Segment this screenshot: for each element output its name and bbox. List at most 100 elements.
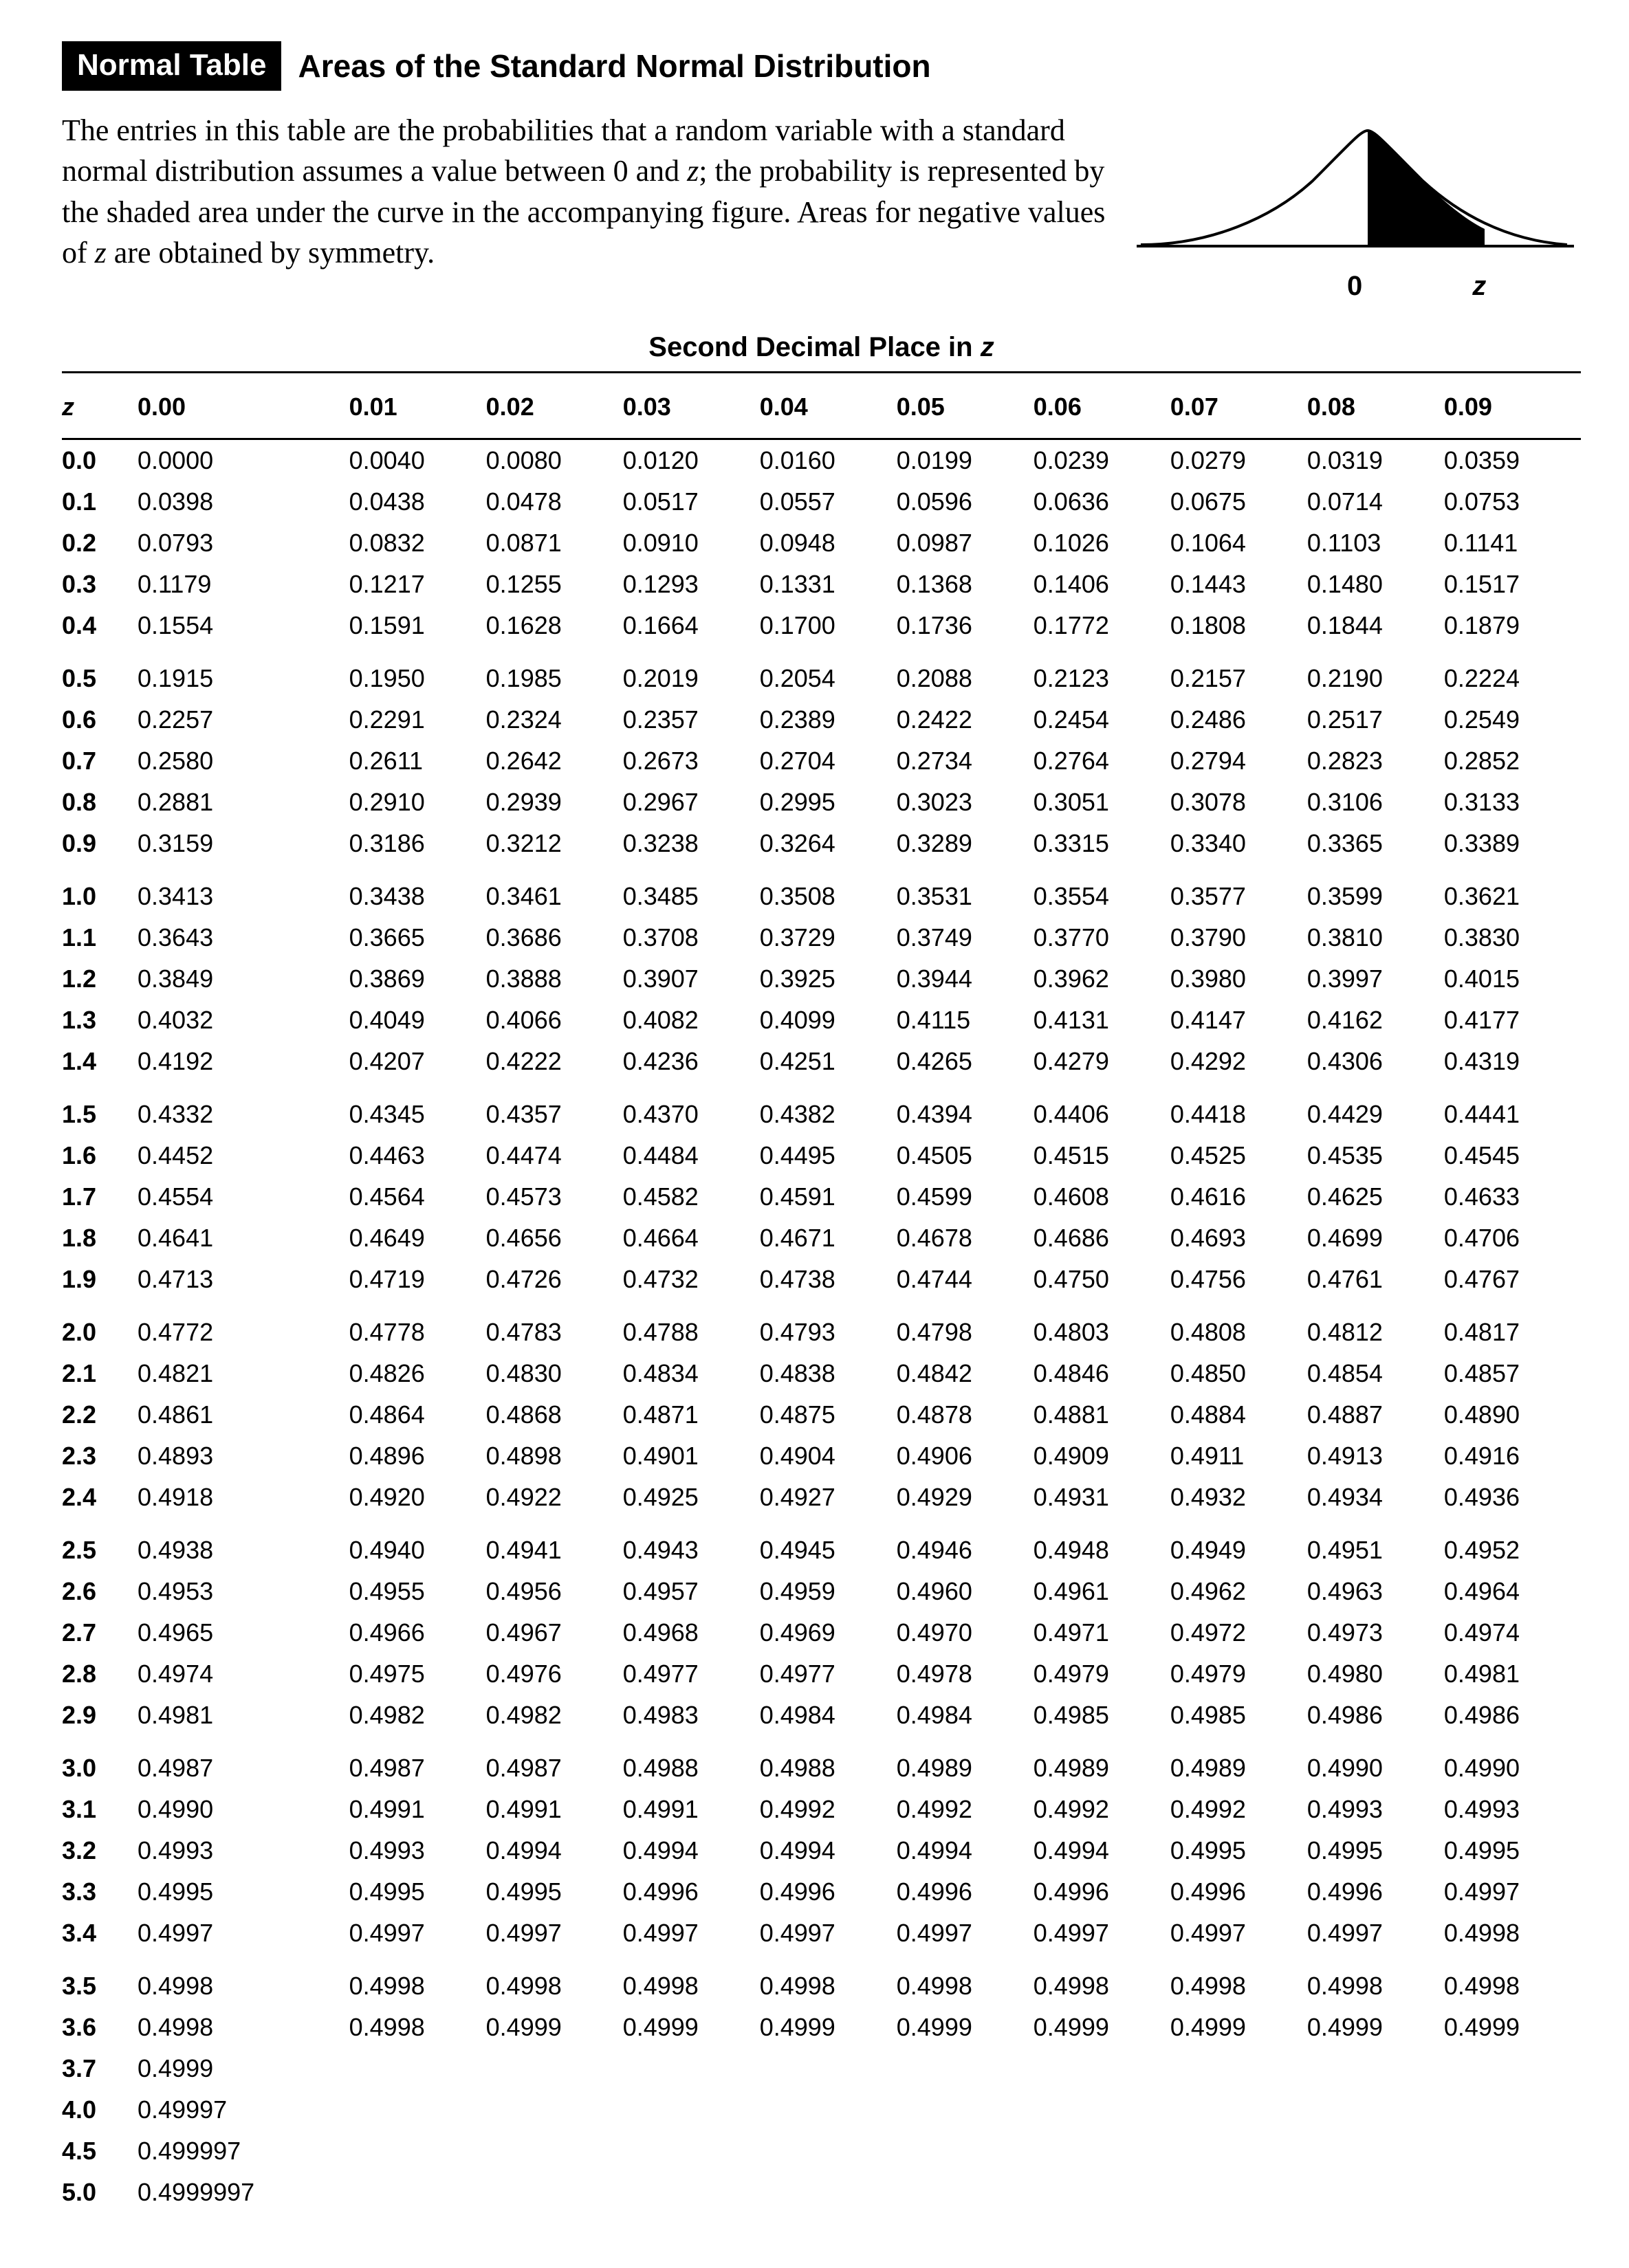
z-cell: 0.1 — [62, 481, 138, 522]
value-cell: 0.4995 — [1170, 1830, 1307, 1871]
value-cell: 0.4761 — [1307, 1259, 1444, 1300]
value-cell: 0.4969 — [760, 1612, 897, 1653]
value-cell: 0.4988 — [623, 1736, 760, 1789]
value-cell: 0.4991 — [623, 1789, 760, 1830]
value-cell: 0.4864 — [349, 1394, 486, 1435]
value-cell: 0.1591 — [349, 605, 486, 646]
value-cell — [1444, 2048, 1581, 2089]
z-table-head: z0.000.010.020.030.040.050.060.070.080.0… — [62, 373, 1581, 439]
value-cell: 0.4997 — [897, 1913, 1034, 1954]
table-row: 3.60.49980.49980.49990.49990.49990.49990… — [62, 2007, 1581, 2048]
value-cell — [1170, 2131, 1307, 2172]
value-cell: 0.3849 — [138, 958, 349, 1000]
value-cell: 0.4826 — [349, 1353, 486, 1394]
value-cell: 0.4993 — [138, 1830, 349, 1871]
value-cell: 0.4474 — [486, 1135, 623, 1176]
value-cell: 0.2823 — [1307, 740, 1444, 782]
value-cell: 0.4985 — [1034, 1695, 1170, 1736]
value-cell: 0.0832 — [349, 522, 486, 564]
value-cell: 0.4961 — [1034, 1571, 1170, 1612]
value-cell: 0.4988 — [760, 1736, 897, 1789]
value-cell — [486, 2089, 623, 2131]
value-cell: 0.0438 — [349, 481, 486, 522]
value-cell: 0.2910 — [349, 782, 486, 823]
value-cell: 0.3621 — [1444, 864, 1581, 917]
value-cell: 0.4279 — [1034, 1041, 1170, 1082]
table-row: 0.20.07930.08320.08710.09100.09480.09870… — [62, 522, 1581, 564]
table-row: 3.70.4999 — [62, 2048, 1581, 2089]
table-row: 2.90.49810.49820.49820.49830.49840.49840… — [62, 1695, 1581, 1736]
value-cell: 0.3749 — [897, 917, 1034, 958]
value-cell — [623, 2172, 760, 2213]
col-z: z — [62, 373, 138, 439]
value-cell: 0.4971 — [1034, 1612, 1170, 1653]
value-cell: 0.4207 — [349, 1041, 486, 1082]
value-cell: 0.2291 — [349, 699, 486, 740]
value-cell: 0.4066 — [486, 1000, 623, 1041]
z-cell: 2.2 — [62, 1394, 138, 1435]
value-cell: 0.2190 — [1307, 646, 1444, 699]
value-cell: 0.2549 — [1444, 699, 1581, 740]
value-cell: 0.4842 — [897, 1353, 1034, 1394]
value-cell: 0.4131 — [1034, 1000, 1170, 1041]
value-cell: 0.4980 — [1307, 1653, 1444, 1695]
axis-labels: 0 z — [1127, 271, 1581, 302]
value-cell: 0.4998 — [138, 1954, 349, 2007]
value-cell: 0.3790 — [1170, 917, 1307, 958]
value-cell — [486, 2172, 623, 2213]
table-row: 2.60.49530.49550.49560.49570.49590.49600… — [62, 1571, 1581, 1612]
value-cell: 0.3023 — [897, 782, 1034, 823]
value-cell: 0.3830 — [1444, 917, 1581, 958]
value-cell: 0.0517 — [623, 481, 760, 522]
value-cell: 0.2995 — [760, 782, 897, 823]
value-cell: 0.4545 — [1444, 1135, 1581, 1176]
value-cell: 0.4962 — [1170, 1571, 1307, 1612]
axis-z-label: z — [1472, 271, 1486, 302]
value-cell: 0.4906 — [897, 1435, 1034, 1477]
value-cell: 0.0000 — [138, 439, 349, 482]
value-cell — [1307, 2172, 1444, 2213]
value-cell: 0.3389 — [1444, 823, 1581, 864]
value-cell: 0.4998 — [1307, 1954, 1444, 2007]
value-cell: 0.4967 — [486, 1612, 623, 1653]
table-row: 1.00.34130.34380.34610.34850.35080.35310… — [62, 864, 1581, 917]
value-cell: 0.3212 — [486, 823, 623, 864]
value-cell: 0.4999 — [1307, 2007, 1444, 2048]
page: Normal Table Areas of the Standard Norma… — [0, 0, 1629, 2268]
value-cell: 0.2580 — [138, 740, 349, 782]
value-cell: 0.4732 — [623, 1259, 760, 1300]
value-cell — [897, 2172, 1034, 2213]
value-cell: 0.2486 — [1170, 699, 1307, 740]
value-cell: 0.4963 — [1307, 1571, 1444, 1612]
z-cell: 0.2 — [62, 522, 138, 564]
value-cell: 0.4997 — [1170, 1913, 1307, 1954]
value-cell — [1034, 2089, 1170, 2131]
value-cell: 0.2673 — [623, 740, 760, 782]
value-cell: 0.3508 — [760, 864, 897, 917]
value-cell: 0.4554 — [138, 1176, 349, 1218]
value-cell: 0.4699 — [1307, 1218, 1444, 1259]
value-cell: 0.2734 — [897, 740, 1034, 782]
value-cell: 0.1700 — [760, 605, 897, 646]
value-cell: 0.4830 — [486, 1353, 623, 1394]
value-cell: 0.4979 — [1170, 1653, 1307, 1695]
table-row: 1.20.38490.38690.38880.39070.39250.39440… — [62, 958, 1581, 1000]
value-cell: 0.4945 — [760, 1518, 897, 1571]
table-row: 4.00.49997 — [62, 2089, 1581, 2131]
value-cell: 0.4964 — [1444, 1571, 1581, 1612]
value-cell: 0.4993 — [1307, 1789, 1444, 1830]
value-cell: 0.4861 — [138, 1394, 349, 1435]
value-cell: 0.3315 — [1034, 823, 1170, 864]
value-cell: 0.4927 — [760, 1477, 897, 1518]
value-cell: 0.4306 — [1307, 1041, 1444, 1082]
value-cell: 0.0040 — [349, 439, 486, 482]
value-cell: 0.2357 — [623, 699, 760, 740]
value-cell: 0.4938 — [138, 1518, 349, 1571]
value-cell: 0.2054 — [760, 646, 897, 699]
value-cell: 0.3944 — [897, 958, 1034, 1000]
value-cell: 0.3686 — [486, 917, 623, 958]
value-cell: 0.0871 — [486, 522, 623, 564]
value-cell: 0.4984 — [760, 1695, 897, 1736]
value-cell: 0.1844 — [1307, 605, 1444, 646]
value-cell: 0.3643 — [138, 917, 349, 958]
